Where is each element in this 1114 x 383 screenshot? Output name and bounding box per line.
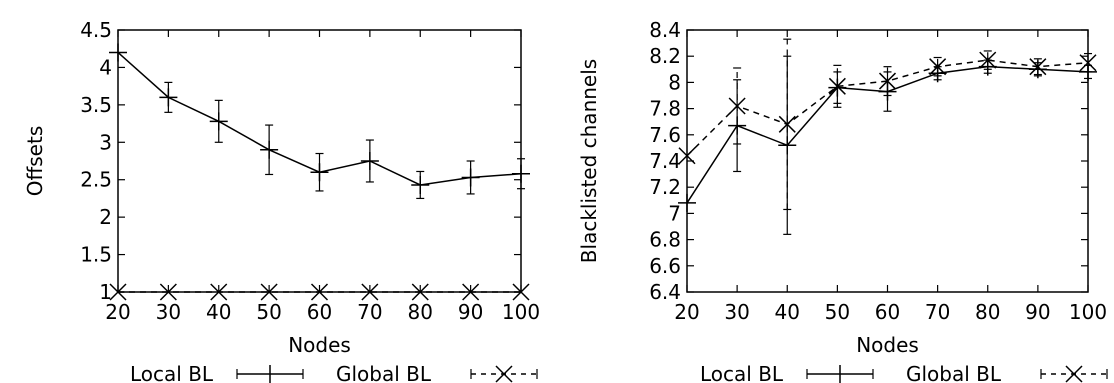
y-tick-label: 3.5: [80, 93, 112, 117]
data-point-x-marker: [728, 97, 746, 115]
x-tick-label: 20: [674, 300, 699, 324]
data-point-x-marker: [1029, 58, 1047, 76]
x-tick-label: 60: [875, 300, 900, 324]
x-tick-label: 100: [502, 300, 540, 324]
data-point-plus-marker: [260, 140, 279, 159]
data-point-plus-marker: [209, 112, 228, 131]
y-tick-label: 7: [668, 201, 681, 225]
y-tick-label: 1: [99, 280, 112, 304]
x-axis-label: Nodes: [288, 333, 351, 357]
data-point-x-marker: [512, 283, 530, 301]
data-point-x-marker: [159, 283, 177, 301]
x-tick-label: 70: [925, 300, 950, 324]
data-point-x-marker: [878, 72, 897, 90]
legend-x-marker: [1065, 365, 1083, 383]
data-point-x-marker: [462, 283, 480, 301]
y-tick-label: 7.6: [649, 123, 681, 147]
data-point-x-marker: [828, 77, 846, 95]
y-tick-label: 2: [99, 205, 112, 229]
y-tick-label: 2.5: [80, 168, 112, 192]
data-point-plus-marker: [109, 43, 127, 62]
y-tick-label: 7.2: [649, 175, 681, 199]
x-tick-label: 30: [724, 300, 749, 324]
legend-x-marker: [495, 365, 513, 383]
series-global-bl: [678, 38, 1097, 211]
legend-label: Local BL: [130, 362, 214, 383]
data-point-x-marker: [361, 283, 379, 301]
data-point-plus-marker: [461, 168, 480, 187]
y-axis-label: Offsets: [23, 126, 47, 197]
y-tick-label: 8.2: [649, 44, 681, 68]
data-point-x-marker: [310, 283, 329, 301]
legend-item: Global BL: [906, 362, 1108, 383]
y-tick-label: 6.4: [649, 280, 681, 304]
legend-label: Global BL: [336, 362, 432, 383]
data-point-x-marker: [929, 58, 947, 76]
data-point-x-marker: [411, 283, 429, 301]
series-line: [686, 59, 1089, 157]
data-point-x-marker: [210, 283, 228, 301]
x-tick-label: 50: [256, 300, 281, 324]
y-tick-label: 8.4: [649, 18, 681, 42]
y-tick-label: 7.4: [649, 149, 681, 173]
x-tick-label: 60: [307, 300, 332, 324]
legend-label: Local BL: [700, 362, 784, 383]
data-point-x-marker: [260, 283, 278, 301]
data-point-plus-marker: [678, 193, 696, 212]
data-point-plus-marker: [411, 175, 430, 194]
y-tick-label: 6.6: [649, 254, 681, 278]
x-tick-label: 80: [975, 300, 1000, 324]
data-point-x-marker: [778, 115, 796, 133]
x-tick-label: 40: [206, 300, 231, 324]
data-point-x-marker: [678, 147, 696, 165]
chart-panel-1: 1 1.5 2 2.5 3 3.5 4 4.5 20 30 40 50 60 70 80 90 100 Nodes…: [23, 18, 540, 383]
x-tick-label: 50: [825, 300, 850, 324]
legend: Local BL Global BL: [700, 362, 1108, 383]
data-point-x-marker: [109, 283, 127, 301]
legend-item: Local BL: [700, 362, 874, 383]
x-tick-label: 80: [408, 300, 433, 324]
x-tick-label: 90: [458, 300, 483, 324]
y-tick-label: 8: [668, 70, 681, 94]
data-point-plus-marker: [310, 163, 329, 182]
x-tick-label: 70: [357, 300, 382, 324]
chart-panel-2: 6.46.66.8 77.27.47.67.8 88.28.4 20 30 40 50 60 7…: [577, 18, 1108, 383]
y-tick-label: 4: [99, 55, 112, 79]
x-tick-label: 20: [105, 300, 130, 324]
y-tick-label: 1.5: [80, 243, 112, 267]
y-tick-label: 7.8: [649, 97, 681, 121]
y-axis-label: Blacklisted channels: [577, 59, 601, 263]
x-tick-label: 100: [1069, 300, 1107, 324]
series-local-bl: [109, 43, 530, 200]
legend-item: Global BL: [336, 362, 538, 383]
x-tick-label: 30: [156, 300, 181, 324]
data-point-plus-marker: [159, 88, 178, 107]
x-tick-label: 40: [775, 300, 800, 324]
legend: Local BL Global BL: [130, 362, 538, 383]
legend-item: Local BL: [130, 362, 304, 383]
x-axis-label: Nodes: [856, 333, 919, 357]
y-tick-label: 6.8: [649, 228, 681, 252]
data-point-plus-marker: [512, 164, 530, 183]
y-tick-label: 4.5: [80, 18, 112, 42]
data-point-x-marker: [1079, 54, 1097, 72]
x-tick-label: 90: [1025, 300, 1050, 324]
series-global-bl: [109, 283, 530, 301]
y-tick-label: 3: [99, 130, 112, 154]
data-point-x-marker: [979, 51, 997, 69]
legend-label: Global BL: [906, 362, 1002, 383]
data-point-plus-marker: [360, 152, 379, 170]
